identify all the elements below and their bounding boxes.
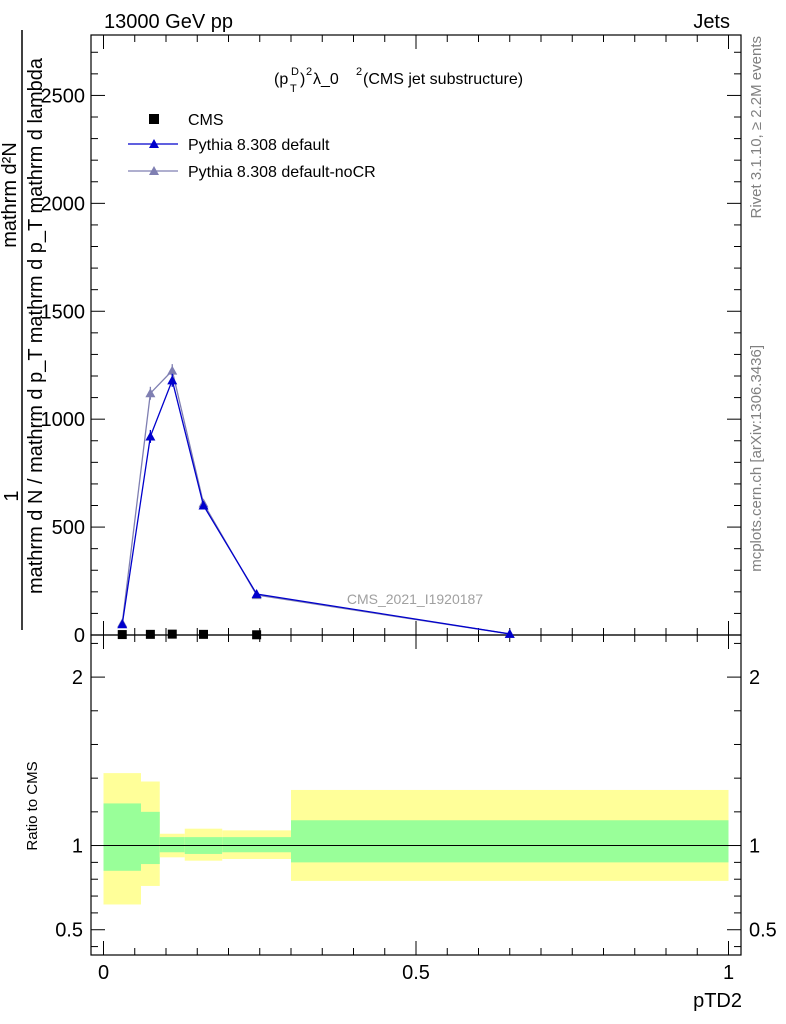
- ratio-y-tick-label-left-1: 1: [72, 836, 83, 858]
- legend-marker-1: [149, 139, 159, 148]
- ratio-band-green-5: [291, 820, 729, 863]
- series-point-1-1: [145, 431, 156, 441]
- x-tick-label-2: 1: [723, 962, 734, 984]
- title-base: (p: [274, 71, 288, 88]
- series-point-1-5: [504, 628, 515, 638]
- mcplots-label: mcplots.cern.ch [arXiv:1306.3436]: [748, 345, 765, 572]
- title-sup-2b: 2: [356, 66, 362, 78]
- ratio-axes: 0 0.5 1 0.5 0.5 1 1 2 2: [55, 35, 777, 984]
- main-axes: 0 500 1000 1500 2000 2500: [41, 34, 742, 647]
- ratio-bands: [103, 773, 729, 905]
- title-tail: (CMS jet substructure): [363, 71, 523, 88]
- series-point-1-0: [117, 619, 128, 629]
- legend: CMS Pythia 8.308 default Pythia 8.308 defa…: [128, 112, 376, 181]
- y-tick-label-0: 0: [74, 625, 85, 647]
- x-tick-label-0: 0: [98, 962, 109, 984]
- y-axis-line2: mathrm d N / mathrm d p_T mathrm d p_T m…: [25, 57, 47, 594]
- series-point-2-1: [145, 388, 156, 398]
- series-layer: [117, 364, 515, 640]
- y-tick-label-2: 1000: [41, 409, 86, 431]
- x-axis-label: pTD2: [693, 990, 742, 1012]
- ratio-y-tick-label-left-0: 0.5: [55, 920, 83, 942]
- svg-text:(p: (p: [274, 71, 288, 88]
- title-sup-d: D: [291, 66, 299, 78]
- ratio-band-green-2: [159, 837, 185, 853]
- series-point-2-2: [167, 365, 178, 375]
- legend-label-1: Pythia 8.308 default: [188, 137, 330, 154]
- series-line-1: [121, 378, 510, 635]
- legend-label-0: CMS: [188, 112, 224, 129]
- ratio-y-tick-label-right-1: 1: [749, 836, 760, 858]
- cms-point-2: [167, 629, 177, 639]
- title-sup-2: 2: [306, 66, 312, 78]
- watermark: CMS_2021_I1920187: [347, 591, 483, 607]
- cms-point-1: [145, 629, 155, 639]
- legend-label-2: Pythia 8.308 default-noCR: [188, 164, 376, 181]
- title-close: ): [300, 71, 305, 88]
- ratio-y-tick-label-right-0: 0.5: [749, 920, 777, 942]
- legend-marker-0: [149, 114, 159, 124]
- series-line-2: [121, 369, 510, 635]
- series-point-1-2: [167, 375, 178, 385]
- ratio-y-tick-label-left-2: 2: [72, 667, 83, 689]
- y-axis-line3: mathrm d²N: [0, 142, 21, 248]
- cms-point-3: [199, 629, 208, 639]
- y-axis-line1: 1: [1, 490, 23, 501]
- ratio-band-green-0: [103, 803, 141, 871]
- ratio-y-label: Ratio to CMS: [24, 761, 41, 850]
- header-right: Jets: [693, 11, 730, 33]
- title-lambda: λ_0: [313, 71, 339, 88]
- y-tick-label-1: 500: [52, 517, 85, 539]
- ratio-y-tick-label-right-2: 2: [749, 667, 760, 689]
- ratio-band-green-1: [141, 811, 160, 865]
- legend-marker-2: [149, 166, 159, 175]
- cms-point-0: [117, 630, 127, 640]
- plot-title: (p D T ) 2 λ_0 2 (CMS jet substructure): [274, 66, 523, 95]
- x-tick-label-1: 0.5: [402, 962, 430, 984]
- series-point-1-3: [198, 500, 209, 510]
- y-tick-label-3: 1500: [41, 301, 86, 323]
- series-point-1-4: [251, 588, 262, 598]
- cms-point-4: [252, 630, 262, 640]
- y-tick-label-4: 2000: [41, 193, 86, 215]
- rivet-label: Rivet 3.1.10, ≥ 2.2M events: [748, 36, 765, 219]
- y-tick-label-5: 2500: [41, 85, 86, 107]
- ratio-band-green-4: [222, 837, 291, 853]
- header-left: 13000 GeV pp: [104, 11, 233, 33]
- title-sub-t: T: [290, 83, 297, 95]
